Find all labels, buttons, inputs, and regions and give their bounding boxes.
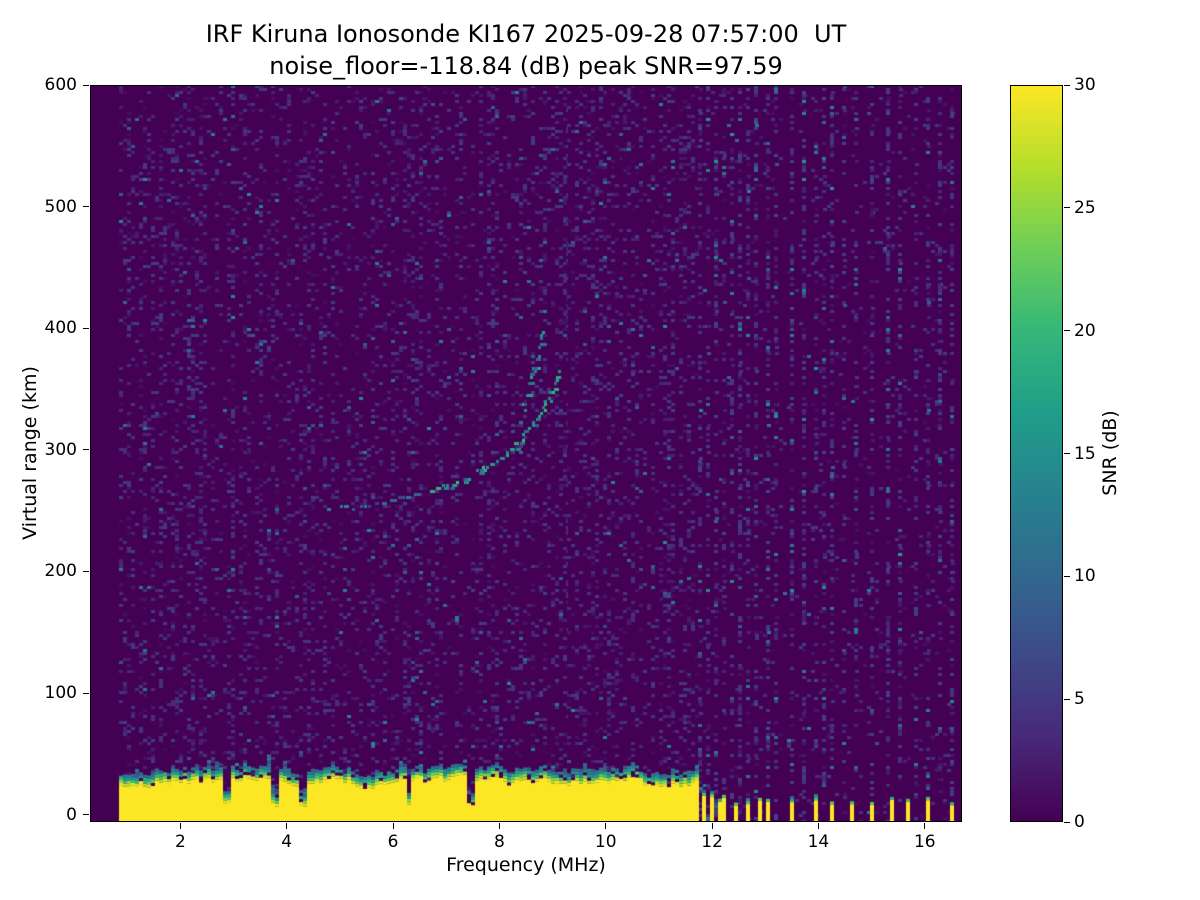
- x-tick-label: 16: [913, 832, 936, 852]
- y-tick-mark: [83, 84, 89, 86]
- y-tick-mark: [83, 449, 89, 451]
- colorbar-tick-mark: [1064, 821, 1070, 823]
- y-tick-label: 0: [66, 804, 77, 825]
- colorbar-tick-label: 25: [1074, 197, 1096, 218]
- chart-title: IRF Kiruna Ionosonde KI167 2025-09-28 07…: [205, 20, 847, 48]
- x-tick-label: 4: [281, 832, 293, 852]
- y-tick-label: 200: [44, 561, 77, 582]
- x-tick-mark: [179, 823, 181, 829]
- colorbar-tick-mark: [1064, 698, 1070, 700]
- colorbar: [1010, 85, 1063, 822]
- x-tick-label: 10: [594, 832, 617, 852]
- y-tick-label: 500: [44, 196, 77, 217]
- colorbar-label: SNR (dB): [1099, 410, 1121, 496]
- y-tick-label: 300: [44, 439, 77, 460]
- y-tick-mark: [83, 206, 89, 208]
- y-tick-mark: [83, 692, 89, 694]
- colorbar-tick-mark: [1064, 207, 1070, 209]
- x-axis-label: Frequency (MHz): [446, 854, 606, 876]
- colorbar-tick-label: 30: [1074, 75, 1096, 95]
- x-tick-label: 2: [174, 832, 186, 852]
- y-tick-mark: [83, 814, 89, 816]
- colorbar-tick-mark: [1064, 575, 1070, 577]
- y-tick-mark: [83, 570, 89, 572]
- x-tick-label: 14: [807, 832, 830, 852]
- x-tick-label: 12: [701, 832, 723, 852]
- x-tick-label: 6: [387, 832, 399, 852]
- colorbar-tick-label: 20: [1074, 320, 1096, 341]
- colorbar-tick-mark: [1064, 84, 1070, 86]
- y-tick-mark: [83, 327, 89, 329]
- y-tick-label: 600: [44, 75, 77, 95]
- x-tick-label: 8: [493, 832, 505, 852]
- colorbar-tick-label: 5: [1074, 689, 1085, 710]
- x-tick-mark: [605, 823, 607, 829]
- colorbar-tick-mark: [1064, 330, 1070, 332]
- x-tick-mark: [711, 823, 713, 829]
- colorbar-tick-label: 10: [1074, 566, 1096, 587]
- colorbar-tick-label: 0: [1074, 812, 1085, 832]
- x-tick-mark: [286, 823, 288, 829]
- x-tick-mark: [498, 823, 500, 829]
- y-tick-label: 100: [44, 683, 77, 704]
- colorbar-tick-mark: [1064, 453, 1070, 454]
- x-tick-mark: [817, 823, 819, 829]
- x-tick-mark: [392, 823, 394, 829]
- chart-subtitle: noise_floor=-118.84 (dB) peak SNR=97.59: [269, 52, 783, 80]
- colorbar-tick-label: 15: [1074, 443, 1096, 464]
- x-tick-mark: [924, 823, 926, 829]
- ionogram-heatmap: [90, 85, 962, 822]
- y-tick-label: 400: [44, 318, 77, 339]
